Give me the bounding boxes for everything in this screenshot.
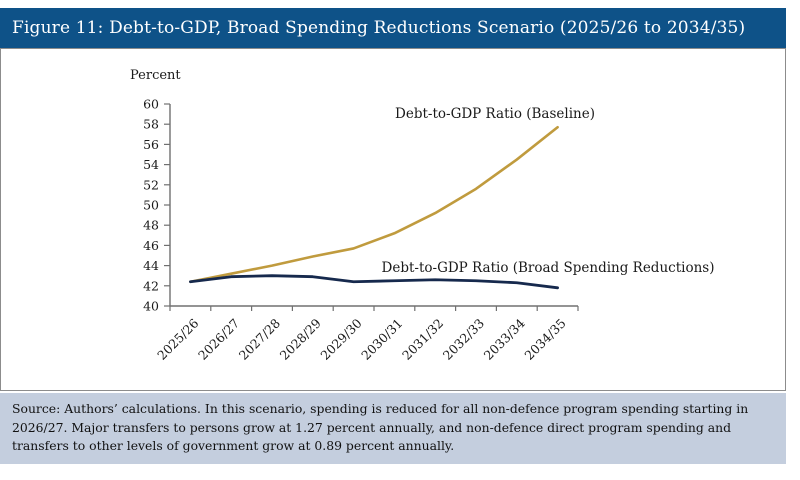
svg-text:52: 52	[143, 177, 159, 192]
svg-text:54: 54	[143, 157, 159, 172]
svg-text:2034/35: 2034/35	[521, 316, 568, 363]
figure-11: Figure 11: Debt-to-GDP, Broad Spending R…	[0, 8, 786, 464]
svg-text:48: 48	[143, 218, 159, 233]
y-axis-unit-label: Percent	[130, 68, 181, 83]
svg-text:2027/28: 2027/28	[236, 315, 283, 362]
svg-text:2026/27: 2026/27	[195, 315, 242, 362]
figure-title-bar: Figure 11: Debt-to-GDP, Broad Spending R…	[0, 8, 786, 48]
chart-panel: Percent 40 42 44 46 48 50 52 54 56 58 60 2025/26 202…	[0, 48, 786, 391]
svg-text:2032/33: 2032/33	[440, 315, 487, 362]
debt-to-gdp-line-chart: Percent 40424446485052545658602025/26202…	[130, 68, 715, 363]
baseline-series-label: Debt-to-GDP Ratio (Baseline)	[395, 106, 595, 122]
svg-text:2028/29: 2028/29	[277, 315, 324, 362]
svg-text:2029/30: 2029/30	[317, 315, 364, 362]
figure-title: Figure 11: Debt-to-GDP, Broad Spending R…	[12, 18, 746, 38]
svg-text:2025/26: 2025/26	[154, 315, 201, 362]
source-note-text: Source: Authors’ calculations. In this s…	[12, 401, 749, 454]
source-note: Source: Authors’ calculations. In this s…	[0, 393, 786, 464]
svg-text:60: 60	[143, 97, 159, 112]
svg-text:2033/34: 2033/34	[481, 315, 528, 362]
svg-text:42: 42	[143, 278, 159, 293]
svg-text:44: 44	[143, 258, 159, 273]
chart-axes: 40 42 44 46 48 50 52 54 56 58 60 2025/262026/272027…	[143, 97, 579, 363]
svg-text:58: 58	[143, 117, 159, 132]
svg-text:56: 56	[143, 137, 159, 152]
svg-text:2031/32: 2031/32	[399, 316, 446, 363]
svg-text:40: 40	[143, 299, 159, 314]
svg-text:2030/31: 2030/31	[358, 316, 405, 363]
svg-text:50: 50	[143, 198, 159, 213]
reductions-series-label: Debt-to-GDP Ratio (Broad Spending Reduct…	[382, 260, 715, 276]
chart-series-lines	[188, 125, 559, 290]
svg-text:46: 46	[143, 238, 159, 253]
